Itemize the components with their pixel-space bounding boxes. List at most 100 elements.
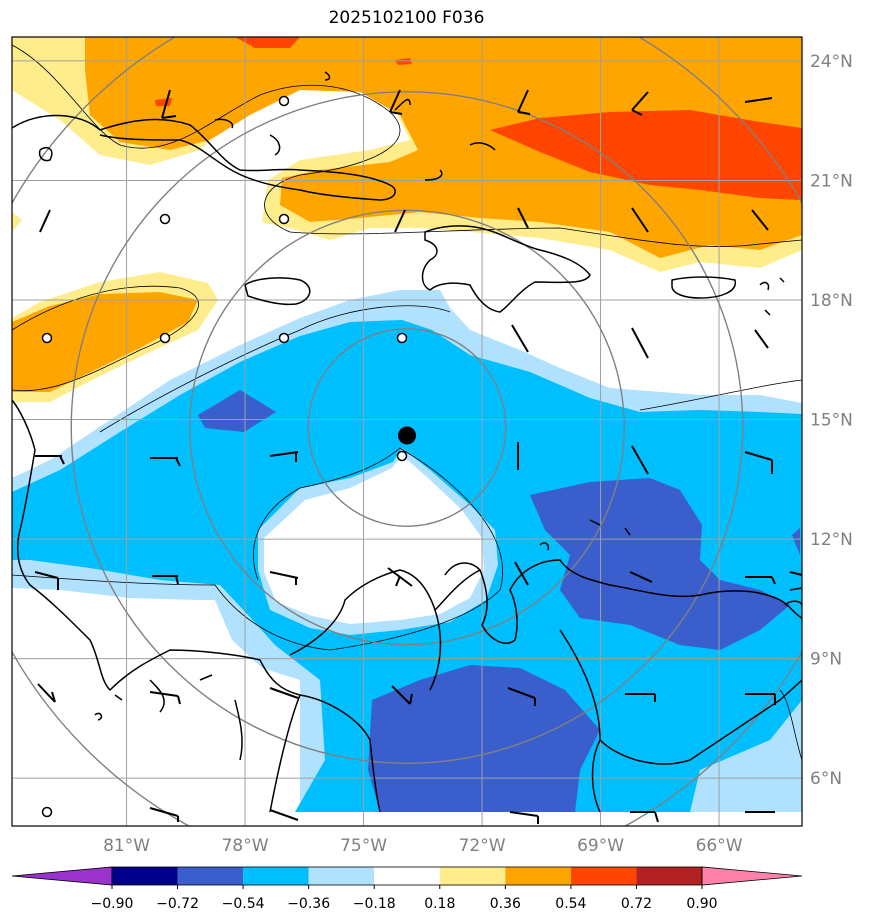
colorbar-tick-label: −0.72 xyxy=(156,896,199,912)
wind-barb xyxy=(269,687,299,699)
central-america-coast xyxy=(12,399,301,813)
negative-core-east xyxy=(530,478,790,650)
bahamas-6 xyxy=(469,142,496,151)
calm-circle xyxy=(159,213,171,225)
bahamas-2 xyxy=(269,134,281,156)
latitude-label: 6°N xyxy=(810,769,842,789)
graticule xyxy=(12,37,802,826)
longitude-label: 81°W xyxy=(103,836,150,856)
wind-barb xyxy=(751,209,769,231)
latitude-labels: 24°N 21°N 18°N 15°N 12°N 9°N 6°N xyxy=(810,52,853,789)
colorbar-segment xyxy=(505,867,571,885)
longitude-label: 66°W xyxy=(696,836,743,856)
contour-lines xyxy=(12,44,802,761)
latitude-label: 12°N xyxy=(810,530,853,550)
puerto-rico-coast xyxy=(671,276,736,299)
colombia-coast xyxy=(289,559,802,656)
longitude-labels: 81°W 78°W 75°W 72°W 69°W 66°W xyxy=(103,836,743,856)
latitude-label: 15°N xyxy=(810,411,853,431)
bahamas-5 xyxy=(424,169,443,181)
colorbar-segment xyxy=(636,867,702,885)
aruba-curacao xyxy=(539,519,631,551)
wind-barb xyxy=(35,455,65,465)
colorbar-frame xyxy=(111,866,703,886)
wind-barb xyxy=(389,89,403,115)
calm-circle xyxy=(396,450,408,462)
wind-barb xyxy=(625,693,656,702)
coastlines xyxy=(12,71,802,813)
colorbar-segment xyxy=(308,867,375,885)
wind-barb xyxy=(149,807,179,822)
positive-sliver-west xyxy=(12,212,22,232)
wind-barb xyxy=(744,97,773,103)
colorbar-extend-low xyxy=(11,866,113,886)
wind-barb xyxy=(394,209,406,233)
cuba-coast xyxy=(12,114,396,201)
colorbar-tick-label: −0.36 xyxy=(287,896,330,912)
colorbar-segment xyxy=(570,867,637,885)
wind-barb xyxy=(517,207,529,229)
storm-center-marker xyxy=(398,426,416,445)
jamaica-coast xyxy=(244,277,311,306)
calm-circle xyxy=(41,332,53,344)
colorbar: −0.90 −0.72 −0.54 −0.36 −0.18 0.18 0.36 0.54 0.7… xyxy=(11,866,803,912)
contour-se xyxy=(779,689,802,761)
latitude-label: 18°N xyxy=(810,291,853,311)
wind-barb xyxy=(631,327,649,359)
bahamas-3 xyxy=(324,71,331,81)
wind-barb xyxy=(744,451,773,474)
range-ring xyxy=(307,328,507,527)
colorbar-tick-label: 0.36 xyxy=(490,896,521,912)
colorbar-tick-label: −0.18 xyxy=(353,896,396,912)
trinidad xyxy=(784,587,802,606)
contour-mid xyxy=(99,305,451,433)
wind-barb xyxy=(39,209,51,233)
map-title: 2025102100 F036 xyxy=(328,8,485,28)
wind-barb xyxy=(745,571,803,585)
wind-barbs xyxy=(34,89,803,824)
contour-south xyxy=(12,447,503,651)
wind-barb xyxy=(631,91,649,116)
colorbar-segment xyxy=(243,867,309,885)
longitude-label: 72°W xyxy=(459,836,506,856)
calm-circle xyxy=(278,332,290,344)
range-ring xyxy=(70,91,744,764)
calm-circle xyxy=(396,332,408,344)
wind-barb xyxy=(511,324,529,353)
calm-circle xyxy=(41,806,53,818)
latitude-label: 21°N xyxy=(810,171,853,191)
calm-circle xyxy=(278,213,290,225)
wind-barb xyxy=(745,693,776,705)
negative-core-south xyxy=(368,665,600,812)
positive-band-orange xyxy=(85,37,802,258)
colorbar-tick-label: −0.54 xyxy=(222,896,265,912)
contour-east xyxy=(639,379,802,411)
wind-barb xyxy=(629,571,653,583)
wind-barb xyxy=(509,811,539,824)
wind-barb xyxy=(391,685,413,705)
longitude-label: 75°W xyxy=(340,836,387,856)
colorbar-segment xyxy=(374,867,440,885)
colorbar-extend-high xyxy=(701,866,803,886)
latitude-label: 9°N xyxy=(810,650,842,670)
south-america-interior xyxy=(299,694,601,813)
negative-core-west xyxy=(198,390,276,432)
wind-barb xyxy=(387,567,413,587)
wind-barb xyxy=(269,451,299,462)
wind-barb xyxy=(269,571,299,585)
latitude-label: 24°N xyxy=(810,52,853,72)
colorbar-tick-label: 0.72 xyxy=(621,896,652,912)
colorbar-segment xyxy=(112,867,178,885)
wind-barb xyxy=(269,809,299,821)
islands-sw xyxy=(94,694,123,721)
florida-keys xyxy=(38,147,53,162)
calm-markers xyxy=(41,95,408,818)
range-rings xyxy=(12,37,802,826)
wind-barb xyxy=(152,575,179,585)
hispaniola-coast xyxy=(421,225,591,313)
longitude-label: 69°W xyxy=(577,836,624,856)
positive-blob-west-orange xyxy=(12,292,198,392)
longitude-label: 78°W xyxy=(222,836,269,856)
lesser-antilles xyxy=(759,277,785,316)
